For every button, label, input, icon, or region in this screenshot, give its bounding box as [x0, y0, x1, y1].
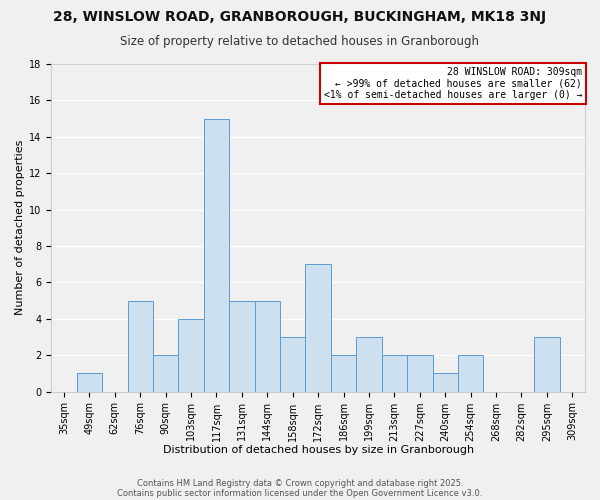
- Bar: [305, 264, 331, 392]
- Bar: [254, 300, 280, 392]
- Bar: [229, 300, 254, 392]
- Text: Contains HM Land Registry data © Crown copyright and database right 2025.: Contains HM Land Registry data © Crown c…: [137, 478, 463, 488]
- Bar: [128, 300, 153, 392]
- Bar: [77, 374, 102, 392]
- Bar: [356, 337, 382, 392]
- Bar: [153, 355, 178, 392]
- Y-axis label: Number of detached properties: Number of detached properties: [15, 140, 25, 316]
- Bar: [280, 337, 305, 392]
- Text: 28 WINSLOW ROAD: 309sqm
← >99% of detached houses are smaller (62)
<1% of semi-d: 28 WINSLOW ROAD: 309sqm ← >99% of detach…: [324, 67, 582, 100]
- Bar: [178, 319, 204, 392]
- Text: Contains public sector information licensed under the Open Government Licence v3: Contains public sector information licen…: [118, 488, 482, 498]
- Text: 28, WINSLOW ROAD, GRANBOROUGH, BUCKINGHAM, MK18 3NJ: 28, WINSLOW ROAD, GRANBOROUGH, BUCKINGHA…: [53, 10, 547, 24]
- X-axis label: Distribution of detached houses by size in Granborough: Distribution of detached houses by size …: [163, 445, 473, 455]
- Bar: [204, 118, 229, 392]
- Bar: [534, 337, 560, 392]
- Bar: [407, 355, 433, 392]
- Bar: [433, 374, 458, 392]
- Bar: [382, 355, 407, 392]
- Bar: [458, 355, 484, 392]
- Text: Size of property relative to detached houses in Granborough: Size of property relative to detached ho…: [121, 35, 479, 48]
- Bar: [331, 355, 356, 392]
